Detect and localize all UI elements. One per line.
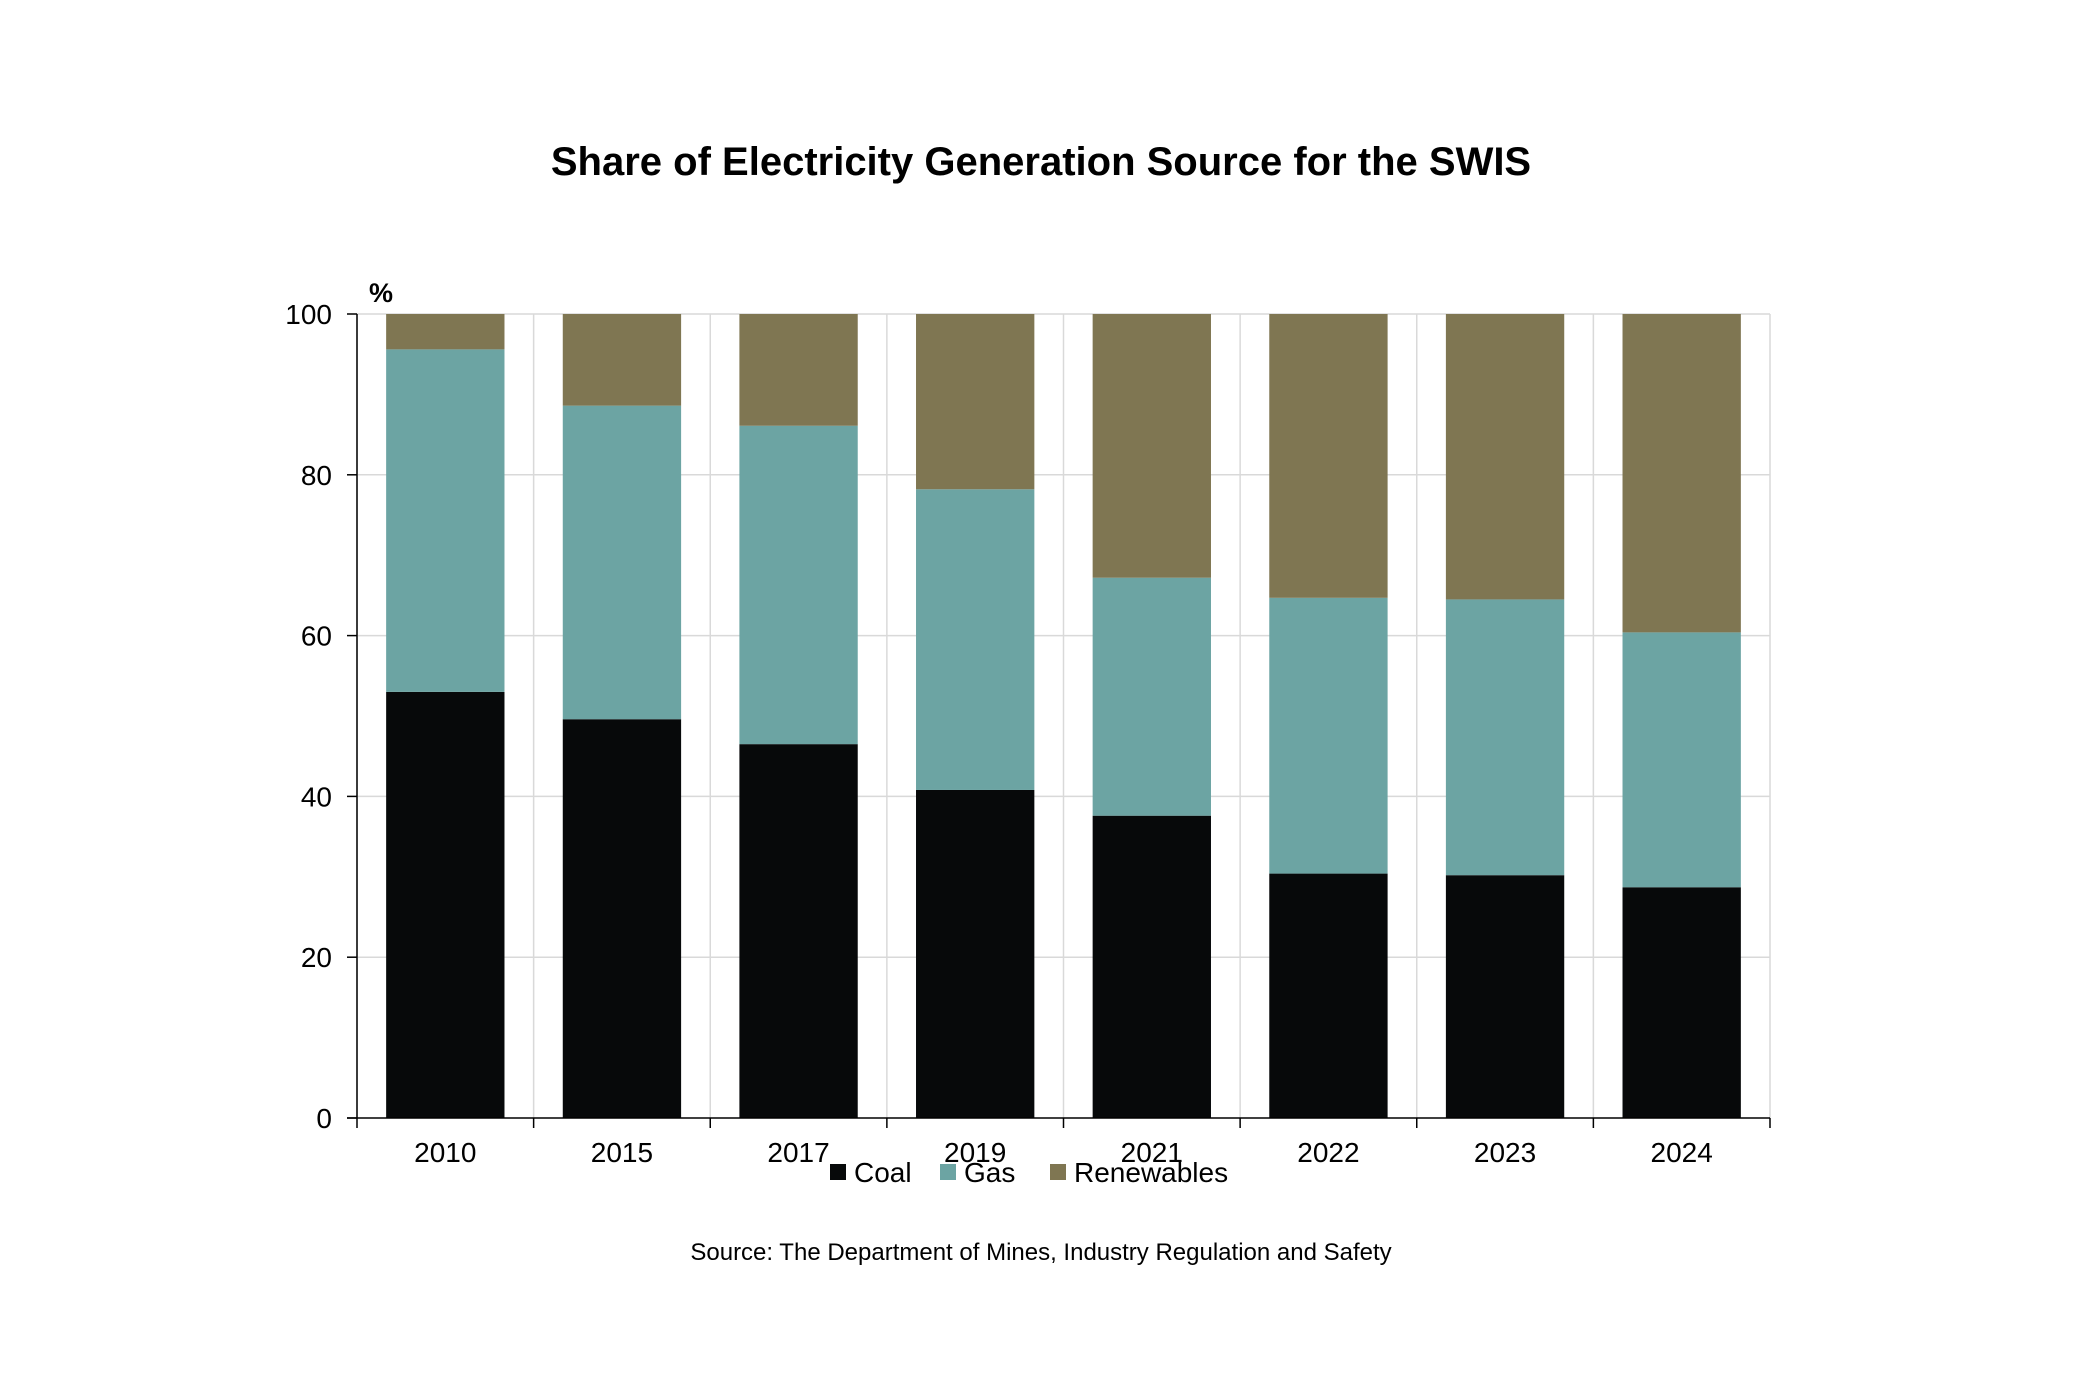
bar-segment-gas-2019 xyxy=(916,489,1035,790)
legend-swatch-renewables xyxy=(1050,1164,1066,1180)
bar-segment-renewables-2024 xyxy=(1622,314,1741,633)
y-tick-label: 100 xyxy=(285,299,332,330)
y-tick-label: 60 xyxy=(301,621,332,652)
legend-label-coal: Coal xyxy=(854,1157,912,1188)
y-tick-label: 40 xyxy=(301,781,332,812)
bar-segment-coal-2015 xyxy=(562,719,682,1118)
x-tick-label: 2015 xyxy=(591,1137,653,1168)
bar-segment-coal-2019 xyxy=(916,789,1035,1118)
legend: Coal Gas Renewables xyxy=(830,1157,1228,1188)
bar-segment-coal-2010 xyxy=(386,691,505,1118)
bar-segment-gas-2024 xyxy=(1622,632,1741,888)
x-tick-label: 2022 xyxy=(1297,1137,1359,1168)
bar-segment-gas-2023 xyxy=(1445,599,1565,876)
bar-segment-renewables-2019 xyxy=(916,314,1035,490)
bar-segment-gas-2015 xyxy=(562,405,682,720)
axes: 0 20 40 60 80 100 2010 2015 2017 2019 2021 2022 2023… xyxy=(285,299,1771,1168)
legend-swatch-coal xyxy=(830,1164,846,1180)
bar-segment-gas-2017 xyxy=(739,425,858,745)
bar-segment-renewables-2015 xyxy=(562,314,682,406)
y-tick-label: 80 xyxy=(301,460,332,491)
bar-segment-coal-2022 xyxy=(1269,873,1388,1118)
bar-segment-gas-2021 xyxy=(1092,577,1211,816)
bar-segment-renewables-2010 xyxy=(386,314,505,350)
x-tick-label: 2021 xyxy=(1121,1137,1183,1168)
legend-label-renewables: Renewables xyxy=(1074,1157,1228,1188)
bar-segment-gas-2010 xyxy=(386,349,505,692)
x-tick-label: 2019 xyxy=(944,1137,1006,1168)
y-tick-label: 0 xyxy=(316,1103,332,1134)
bar-segment-renewables-2017 xyxy=(739,314,858,426)
y-axis-unit-label: % xyxy=(369,278,393,308)
x-tick-label: 2023 xyxy=(1474,1137,1536,1168)
x-tick-label: 2017 xyxy=(767,1137,829,1168)
bar-segment-coal-2021 xyxy=(1092,815,1211,1118)
source-note: Source: The Department of Mines, Industr… xyxy=(690,1239,1391,1266)
chart-title: Share of Electricity Generation Source f… xyxy=(551,140,1531,184)
y-tick-label: 20 xyxy=(301,942,332,973)
bar-segment-coal-2017 xyxy=(739,744,858,1118)
legend-swatch-gas xyxy=(940,1164,956,1180)
x-tick-label: 2010 xyxy=(414,1137,476,1168)
bar-segment-renewables-2023 xyxy=(1445,314,1565,600)
bar-segment-coal-2023 xyxy=(1445,875,1565,1118)
bar-segment-coal-2024 xyxy=(1622,887,1741,1118)
legend-label-gas: Gas xyxy=(964,1157,1015,1188)
bar-segment-renewables-2022 xyxy=(1269,314,1388,598)
bars xyxy=(386,314,1741,1118)
bar-segment-renewables-2021 xyxy=(1092,314,1211,578)
x-tick-label: 2024 xyxy=(1651,1137,1713,1168)
bar-segment-gas-2022 xyxy=(1269,597,1388,874)
